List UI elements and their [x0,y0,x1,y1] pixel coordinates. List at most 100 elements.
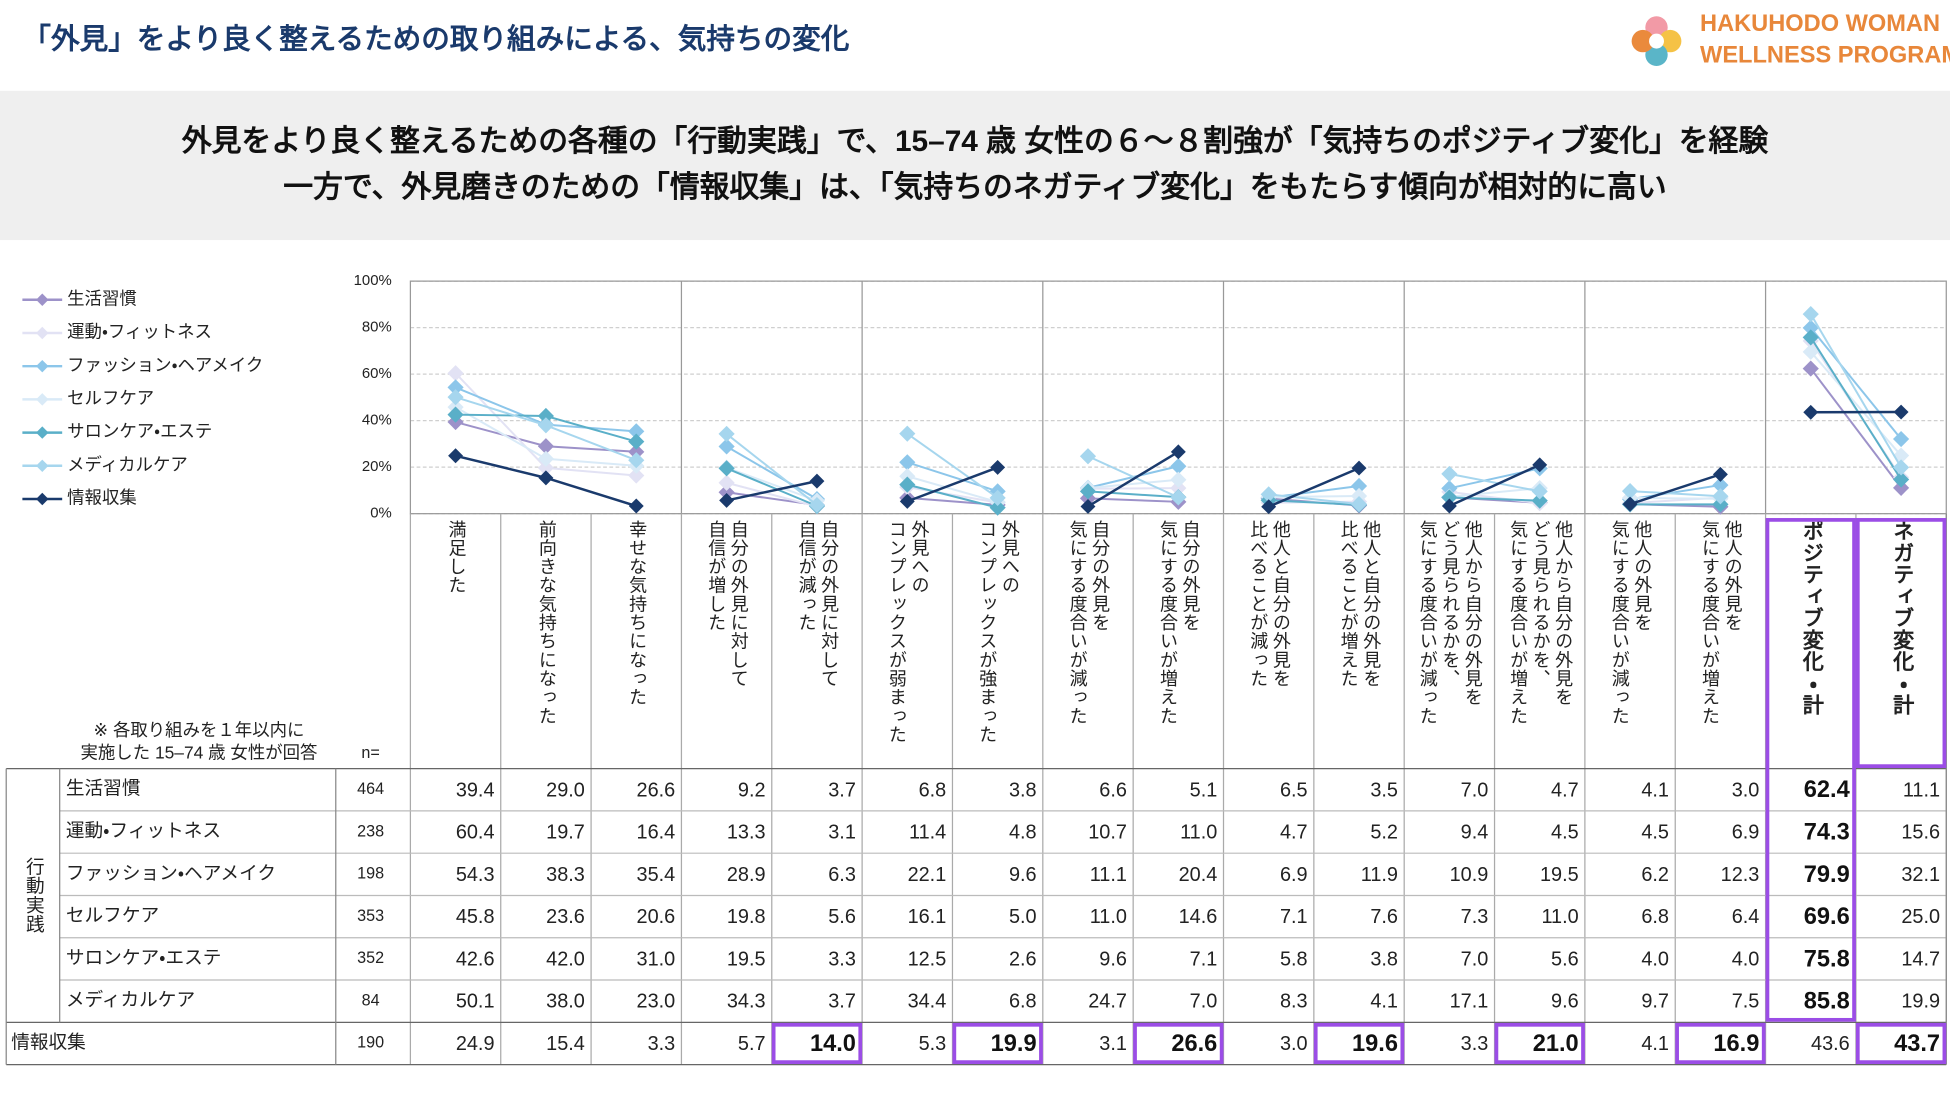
series-marker [718,460,735,477]
table-value: 42.6 [456,948,495,970]
series-marker [1621,483,1639,500]
table-value: 19.5 [1540,864,1579,886]
highlight-box [1133,1022,1224,1064]
legend-marker [36,426,49,439]
series-line [1809,327,1902,440]
series-marker [1531,483,1548,500]
logo-text: WELLNESS PROGRAM [1700,42,1950,68]
table-value: 34.3 [727,991,766,1013]
table-value: 24.7 [1088,991,1127,1013]
note: ※ 各取り組みを１年以内に [94,720,305,740]
series-marker [899,493,915,509]
column-header-text: 外見への コンプレックスが弱まった [886,519,929,744]
table-value: 14.7 [1901,948,1940,970]
column-header-text: 自分の外見に対して 自信が減った [795,519,839,688]
y-tick-label: 80% [362,319,392,336]
series-marker [1260,486,1277,503]
row-label: 運動・フィットネス [66,820,221,841]
series-marker [718,438,735,455]
series-line [1087,497,1179,503]
series-marker [447,389,464,406]
column-header-wrap: 自分の外見に対して 自信が減った [772,520,862,764]
series-marker [537,438,554,455]
series-marker [1893,479,1910,496]
series-marker [1893,404,1909,420]
column-header-wrap: 満足した [410,520,500,764]
row-n: 353 [357,907,384,925]
plot-frame [409,280,1947,515]
table-value: 19.9 [1901,991,1940,1013]
legend-label: 情報収集 [67,488,137,508]
table-value: 12.3 [1721,864,1760,886]
table-value: 14.0 [810,1031,856,1057]
table-value: 22.1 [908,864,947,886]
column-header-wrap: 前向きな気持ちになった [501,520,591,764]
table-value: 35.4 [637,864,676,886]
series-marker [628,467,645,484]
table-value: 3.3 [828,948,856,970]
table-value: 38.0 [546,991,585,1013]
group-label: 行動実践 [23,856,45,935]
table-value: 6.8 [919,779,947,801]
legend-marker [36,393,49,406]
series-line [726,467,818,507]
series-line [1449,472,1540,493]
table-value: 2.6 [1009,948,1037,970]
headline-band [0,90,1950,241]
series-line [726,479,818,502]
table-value: 7.0 [1190,991,1218,1013]
series-line [1629,484,1721,501]
table-value: 10.9 [1450,864,1489,886]
table-value: 7.6 [1370,906,1398,928]
legend-marker [36,293,49,306]
table-value: 9.6 [1009,864,1037,886]
table-value: 6.2 [1641,864,1669,886]
table-value: 43.7 [1894,1031,1940,1057]
table-value: 6.3 [828,864,856,886]
series-line [726,466,818,502]
table-value: 5.6 [828,906,856,928]
table-value: 11.9 [1361,864,1398,886]
series-marker [899,425,916,442]
table-value: 8.3 [1280,991,1308,1013]
y-tick-label: 0% [370,505,392,522]
series-marker [447,365,464,382]
series-marker [1712,488,1729,505]
logo-text: HAKUHODO WOMAN [1700,11,1940,37]
series-marker [1079,483,1097,500]
table-value: 6.8 [1009,991,1037,1013]
group-label-box: 行動実践 [23,856,45,935]
column-header-wrap: 他人の外見を 気にする度合いが増えた [1675,520,1765,764]
highlight-box [1494,1022,1585,1064]
series-line [1629,473,1721,506]
table-value: 4.1 [1641,779,1669,801]
series-line [1809,367,1902,489]
series-marker [1079,448,1097,465]
highlight-box [952,1022,1043,1064]
series-marker [719,492,735,508]
table-value: 3.3 [1461,1033,1489,1055]
column-header-text: 他人から自分の外見を どう見られるかを、 気にする度合いが減った [1416,519,1482,726]
table-value: 10.7 [1088,822,1127,844]
column-header: 自分の外見に対して 自信が減った [772,520,862,764]
table-value: 21.0 [1533,1031,1579,1057]
highlight-box [1855,518,1947,768]
column-header-text: 他人の外見を 気にする度合いが増えた [1699,519,1742,726]
column-header-wrap: 他人から自分の外見を どう見られるかを、 気にする度合いが減った [1404,520,1494,764]
series-line [1810,351,1902,457]
column-header: 他人の外見を 気にする度合いが増えた [1675,520,1765,764]
series-marker [1441,498,1457,514]
column-header: 他人と自分の外見を 比べることが減った [1248,520,1290,688]
table-value: 14.6 [1179,906,1218,928]
series-marker [1712,476,1729,494]
series-line [1449,490,1540,505]
series-line [907,483,998,509]
series-marker [809,473,825,489]
series-marker [1893,459,1910,476]
series-marker [718,474,735,491]
table-value: 9.2 [738,779,766,801]
table-value: 5.8 [1280,948,1308,970]
series-marker [1803,404,1819,420]
table-value: 19.9 [991,1031,1037,1057]
series-marker [1261,499,1277,515]
